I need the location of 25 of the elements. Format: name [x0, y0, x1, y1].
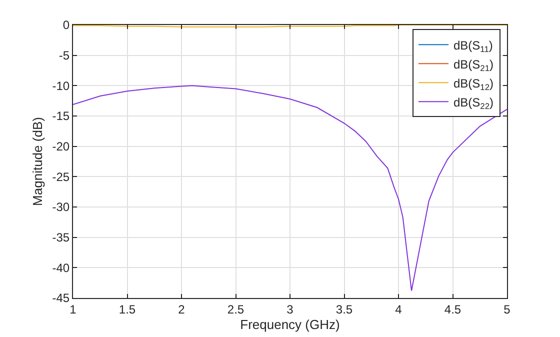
y-tick-label: -20: [52, 140, 70, 154]
y-tick-label: -40: [52, 260, 70, 275]
y-tick-label: -30: [52, 200, 70, 214]
y-tick-label: -35: [52, 230, 70, 245]
x-tick-label: 4: [395, 302, 402, 316]
x-tick-label: 2: [178, 302, 186, 316]
x-tick-label: 1.5: [118, 302, 136, 316]
x-axis-title: Frequency (GHz): [240, 317, 340, 332]
x-tick-label: 2.5: [227, 302, 244, 316]
legend-label: dB(S$_{21}$): [453, 57, 494, 73]
x-tick-label: 1: [70, 302, 77, 316]
y-tick-label: -10: [52, 78, 70, 93]
x-tick-label: 4.5: [444, 302, 462, 316]
legend-label: dB(S$_{22}$): [453, 95, 494, 111]
legend-label: dB(S$_{11}$): [453, 38, 493, 54]
x-tick-label: 5: [504, 302, 511, 316]
y-tick-label: -45: [52, 291, 70, 306]
y-tick-label: -25: [52, 170, 70, 184]
y-tick-label: -5: [58, 48, 70, 63]
y-axis-title: Magnitude (dB): [30, 117, 46, 206]
y-tick-label: 0: [62, 18, 70, 32]
x-tick-label: 3.5: [336, 302, 353, 316]
legend-label: dB(S$_{12}$): [453, 76, 494, 92]
x-tick-label: 3: [286, 302, 294, 316]
y-tick-label: -15: [52, 109, 70, 124]
